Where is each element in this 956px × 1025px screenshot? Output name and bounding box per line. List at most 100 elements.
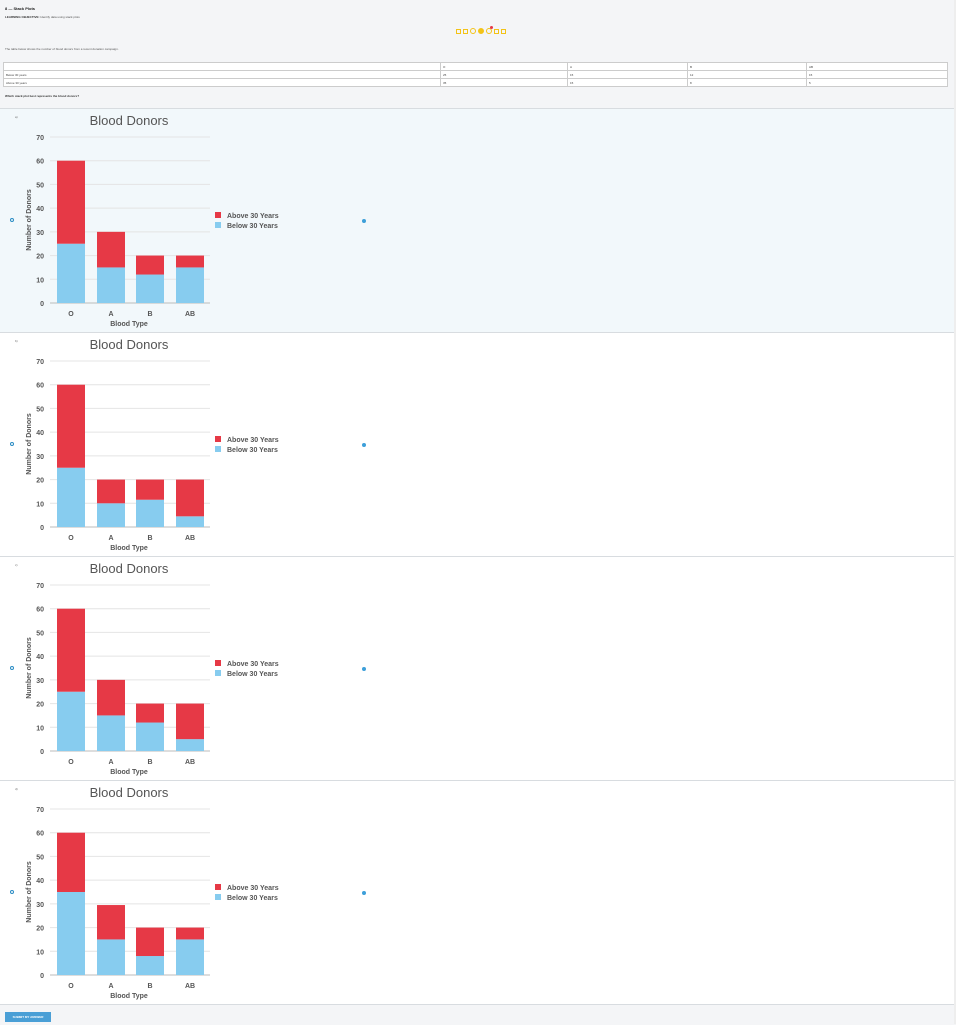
y-tick-label: 70 <box>36 583 44 590</box>
table-cell: 8 <box>687 78 807 87</box>
y-tick-label: 40 <box>36 206 44 213</box>
bar-below-30-ab <box>176 267 204 303</box>
submit-answer-button[interactable]: SUBMIT MY ANSWER <box>5 1012 51 1022</box>
table-cell: 25 <box>440 70 568 79</box>
y-tick-label: 10 <box>36 277 44 284</box>
progress-step-current[interactable] <box>486 26 493 34</box>
x-axis-label: Blood Type <box>110 993 148 1000</box>
donor-table: O A B AB Below 30 years 25 15 12 15 Abov… <box>3 62 948 87</box>
table-cell: AB <box>806 62 948 71</box>
progress-step[interactable] <box>501 28 506 34</box>
option-radio[interactable] <box>10 442 14 446</box>
bar-above-30-o <box>57 608 85 692</box>
x-tick-label: O <box>68 535 74 542</box>
table-cell: Below 30 years <box>3 70 441 79</box>
legend-swatch <box>215 222 221 228</box>
option-letter: c) <box>15 563 18 567</box>
bar-above-30-a <box>97 679 125 716</box>
bar-above-30-b <box>136 703 164 723</box>
answer-option-a[interactable]: a) Blood Donors 0 10 20 30 40 50 60 70 Number of … <box>0 108 954 332</box>
bar-below-30-ab <box>176 939 204 975</box>
bar-below-30-o <box>57 467 85 527</box>
bar-above-30-b <box>136 255 164 275</box>
stack-plot-chart: Blood Donors 0 10 20 30 40 50 60 70 Number of Don… <box>26 785 279 1000</box>
y-axis-label: Number of Donors <box>26 861 33 923</box>
option-marker <box>362 219 366 223</box>
x-tick-label: AB <box>185 759 195 766</box>
learning-objective: LEARNING OBJECTIVE: Identify data using … <box>5 15 80 19</box>
x-tick-label: AB <box>185 983 195 990</box>
y-tick-label: 60 <box>36 831 44 838</box>
scrollbar[interactable] <box>954 0 956 1024</box>
x-tick-label: B <box>147 759 152 766</box>
bar-below-30-o <box>57 691 85 751</box>
y-tick-label: 0 <box>40 301 44 308</box>
option-marker <box>362 443 366 447</box>
option-letter: b) <box>15 339 18 343</box>
progress-step[interactable] <box>470 28 476 34</box>
x-axis-label: Blood Type <box>110 545 148 552</box>
x-axis-label: Blood Type <box>110 769 148 776</box>
y-tick-label: 50 <box>36 182 44 189</box>
x-tick-label: A <box>108 535 113 542</box>
bar-above-30-ab <box>176 703 204 740</box>
y-tick-label: 0 <box>40 525 44 532</box>
progress-step[interactable] <box>494 28 499 34</box>
legend-label: Above 30 Years <box>227 213 279 220</box>
progress-step[interactable] <box>456 28 461 34</box>
bar-above-30-b <box>136 927 164 957</box>
x-tick-label: AB <box>185 311 195 318</box>
legend-swatch <box>215 212 221 218</box>
legend-swatch <box>215 660 221 666</box>
option-radio[interactable] <box>10 666 14 670</box>
x-tick-label: AB <box>185 535 195 542</box>
y-tick-label: 20 <box>36 478 44 485</box>
y-tick-label: 30 <box>36 454 44 461</box>
option-radio[interactable] <box>10 218 14 222</box>
answer-option-c[interactable]: c) Blood Donors 0 10 20 30 40 50 60 70 Number of … <box>0 556 954 780</box>
y-tick-label: 10 <box>36 725 44 732</box>
bar-above-30-ab <box>176 255 204 268</box>
bar-below-30-ab <box>176 739 204 751</box>
chart-title: Blood Donors <box>90 561 169 576</box>
y-tick-label: 50 <box>36 630 44 637</box>
bar-below-30-b <box>136 499 164 527</box>
y-tick-label: 20 <box>36 702 44 709</box>
y-tick-label: 40 <box>36 430 44 437</box>
legend-swatch <box>215 884 221 890</box>
stack-plot-chart: Blood Donors 0 10 20 30 40 50 60 70 Number of Don… <box>26 113 279 328</box>
objective-label: LEARNING OBJECTIVE: <box>5 15 40 19</box>
progress-step[interactable] <box>463 28 468 34</box>
bar-above-30-o <box>57 160 85 244</box>
y-tick-label: 20 <box>36 926 44 933</box>
table-cell: 15 <box>806 70 948 79</box>
y-tick-label: 40 <box>36 878 44 885</box>
table-cell: 15 <box>567 78 688 87</box>
bar-below-30-b <box>136 274 164 303</box>
legend-swatch <box>215 436 221 442</box>
y-axis-label: Number of Donors <box>26 637 33 699</box>
table-cell: B <box>687 62 807 71</box>
option-radio[interactable] <box>10 890 14 894</box>
bar-above-30-a <box>97 905 125 940</box>
table-description: The table below shows the number of bloo… <box>5 47 119 51</box>
chart-title: Blood Donors <box>90 337 169 352</box>
answer-option-d[interactable]: d) Blood Donors 0 10 20 30 40 50 60 70 Number of … <box>0 780 954 1004</box>
x-axis-label: Blood Type <box>110 321 148 328</box>
y-tick-label: 60 <box>36 607 44 614</box>
legend-label: Below 30 Years <box>227 671 278 678</box>
answer-option-b[interactable]: b) Blood Donors 0 10 20 30 40 50 60 70 Number of … <box>0 332 954 556</box>
x-tick-label: O <box>68 983 74 990</box>
legend-swatch <box>215 446 221 452</box>
y-axis-label: Number of Donors <box>26 413 33 475</box>
header: 8 — Stack Plots LEARNING OBJECTIVE: Iden… <box>0 0 954 108</box>
footer: SUBMIT MY ANSWER <box>0 1004 954 1025</box>
legend-label: Below 30 Years <box>227 447 278 454</box>
progress-step[interactable] <box>478 28 484 34</box>
page-title: 8 — Stack Plots <box>5 6 36 11</box>
legend-swatch <box>215 670 221 676</box>
y-tick-label: 30 <box>36 678 44 685</box>
bar-below-30-a <box>97 715 125 751</box>
table-header-row: O A B AB <box>3 62 948 71</box>
